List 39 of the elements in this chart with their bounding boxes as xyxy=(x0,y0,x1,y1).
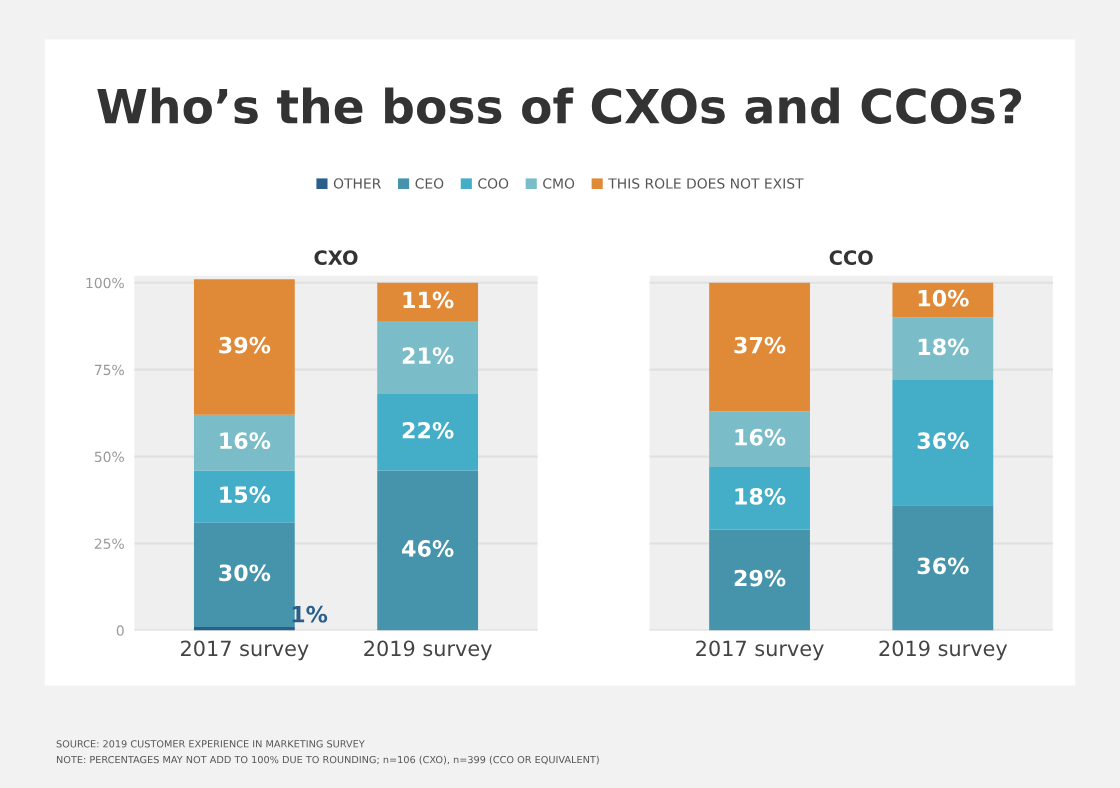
bar xyxy=(377,282,479,321)
data-label: 18% xyxy=(918,338,969,356)
x-tick-label: 2019 survey xyxy=(879,640,1008,661)
x-tick-label: 2019 survey xyxy=(364,640,492,661)
x-tick-label: 2017 survey xyxy=(181,640,309,661)
bar xyxy=(377,470,479,631)
data-label: 11% xyxy=(403,291,454,309)
data-label: 39% xyxy=(219,336,271,354)
bar xyxy=(377,394,479,471)
bar xyxy=(193,522,295,627)
data-label: 37% xyxy=(734,336,786,354)
bar xyxy=(892,505,994,631)
bar xyxy=(892,317,994,381)
x-tick-label: 2017 survey xyxy=(696,640,824,661)
chart-title: Who’s the boss of CXOs and CCOs? xyxy=(97,87,1022,125)
data-label: 21% xyxy=(402,347,454,364)
bar xyxy=(892,282,994,318)
bar xyxy=(193,279,295,415)
data-label: 36% xyxy=(917,432,969,450)
bar xyxy=(193,414,295,471)
data-label: 36% xyxy=(917,557,969,575)
data-label: 18% xyxy=(735,487,786,505)
bar xyxy=(193,470,295,523)
bar xyxy=(709,411,810,468)
bar xyxy=(892,380,994,506)
data-label: 29% xyxy=(734,569,786,587)
data-label: 15% xyxy=(220,486,271,503)
data-label: 22% xyxy=(402,421,454,439)
bar xyxy=(709,467,810,530)
data-label: 46% xyxy=(402,540,454,557)
data-label: 30% xyxy=(219,564,271,582)
data-label: 16% xyxy=(735,428,786,446)
data-label: 10% xyxy=(918,289,969,307)
data-label: 16% xyxy=(220,432,271,450)
bar xyxy=(709,529,810,631)
chart-subtitle: CCO xyxy=(829,250,873,265)
bar xyxy=(709,282,810,412)
bar xyxy=(377,320,479,394)
chart-subtitle: CXO xyxy=(314,250,358,265)
